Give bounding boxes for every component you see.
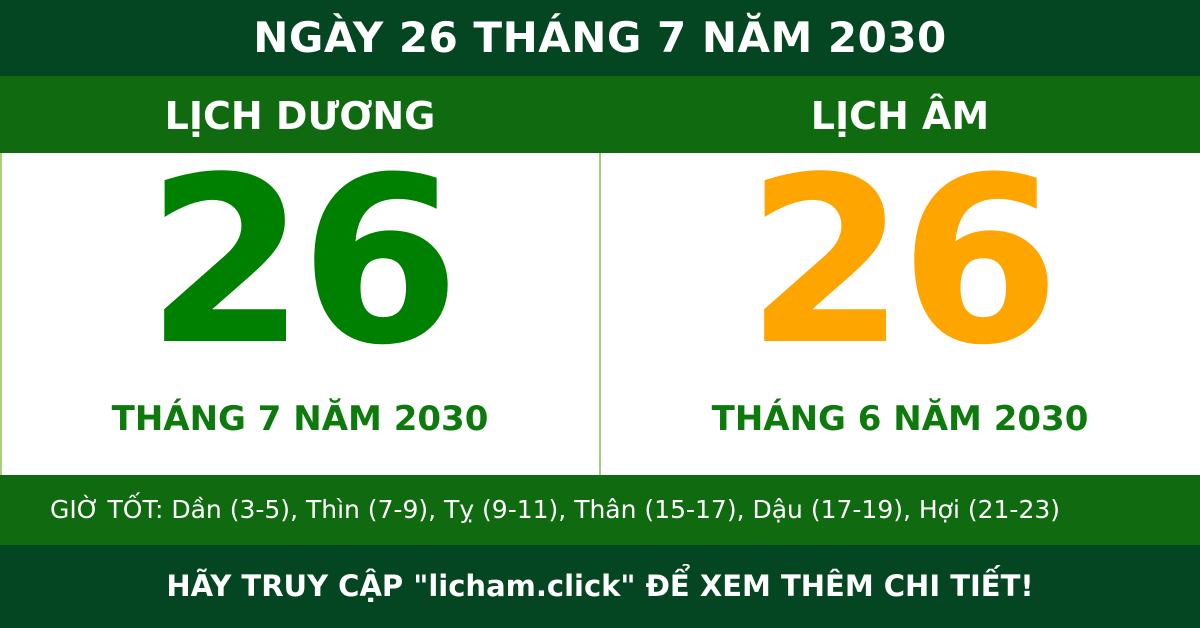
solar-month-year: THÁNG 7 NĂM 2030 <box>111 399 489 439</box>
column-divider <box>599 153 601 475</box>
footer-call-to-action: HÃY TRUY CẬP "licham.click" ĐỂ XEM THÊM … <box>0 545 1200 628</box>
lunar-calendar-label: LỊCH ÂM <box>810 94 990 138</box>
lunar-day-number: 26 <box>745 129 1060 396</box>
lunar-month-year: THÁNG 6 NĂM 2030 <box>711 399 1089 439</box>
solar-column: 26 THÁNG 7 NĂM 2030 <box>0 129 600 475</box>
solar-day-number: 26 <box>145 129 460 396</box>
solar-calendar-label: LỊCH DƯƠNG <box>164 94 436 138</box>
lunar-column: 26 THÁNG 6 NĂM 2030 <box>600 129 1200 475</box>
calendar-labels-band: LỊCH DƯƠNG LỊCH ÂM <box>0 76 1200 153</box>
good-hours: GIỜ TỐT: Dần (3-5), Thìn (7-9), Tỵ (9-11… <box>0 475 1200 545</box>
page-title: NGÀY 26 THÁNG 7 NĂM 2030 <box>0 0 1200 76</box>
